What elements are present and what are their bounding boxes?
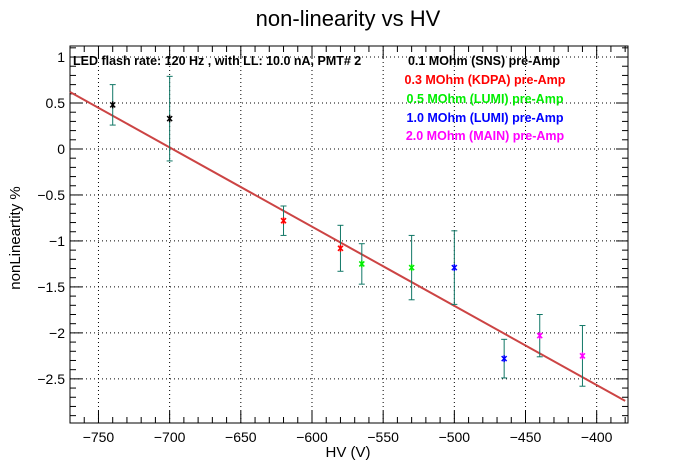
- fit-line: [69, 91, 626, 402]
- y-tick-label: −2.5: [37, 371, 65, 387]
- legend-entry: 2.0 MOhm (MAIN) pre-Amp: [406, 129, 565, 143]
- info-text: LED flash rate: 120 Hz , with LL: 10.0 n…: [73, 54, 361, 68]
- data-point: [109, 101, 116, 109]
- legend-entry: 0.1 MOhm (SNS) pre-Amp: [408, 54, 560, 68]
- x-tick-label: −750: [83, 429, 115, 445]
- data-point: [579, 352, 586, 360]
- y-tick-label: −2: [49, 325, 65, 341]
- x-tick-label: −650: [225, 429, 257, 445]
- data-point: [408, 264, 415, 272]
- data-point: [358, 260, 365, 268]
- data-point: [501, 355, 508, 363]
- chart-title: non-linearity vs HV: [256, 6, 441, 31]
- x-tick-label: −450: [510, 429, 542, 445]
- y-tick-label: 0: [57, 141, 65, 157]
- data-point: [337, 244, 344, 252]
- y-axis-label: nonLineartity %: [7, 186, 24, 289]
- y-tick-label: −0.5: [37, 187, 65, 203]
- legend: 0.1 MOhm (SNS) pre-Amp 0.3 MOhm (KDPA) pr…: [405, 54, 566, 143]
- legend-entry: 0.5 MOhm (LUMI) pre-Amp: [407, 92, 564, 106]
- y-tick-label: 1: [57, 49, 65, 65]
- x-tick-label: −700: [154, 429, 186, 445]
- plot-area: −750 −700 −650 −600 −550 −500 −450 −400 1 0.5 0 −0.…: [37, 45, 629, 445]
- y-tick-label: 0.5: [46, 95, 66, 111]
- x-tick-label: −400: [581, 429, 613, 445]
- x-axis-label: HV (V): [326, 444, 371, 461]
- x-tick-label: −600: [296, 429, 328, 445]
- x-tick-label: −500: [439, 429, 471, 445]
- legend-entry: 0.3 MOhm (KDPA) pre-Amp: [405, 73, 566, 87]
- data-point: [451, 264, 458, 272]
- plot-frame: [69, 45, 629, 424]
- data-point: [280, 217, 287, 225]
- data-point: [166, 115, 173, 123]
- data-point: [536, 332, 543, 340]
- y-tick-label: −1: [49, 233, 65, 249]
- y-tick-label: −1.5: [37, 279, 65, 295]
- x-tick-label: −550: [367, 429, 399, 445]
- legend-entry: 1.0 MOhm (LUMI) pre-Amp: [407, 111, 564, 125]
